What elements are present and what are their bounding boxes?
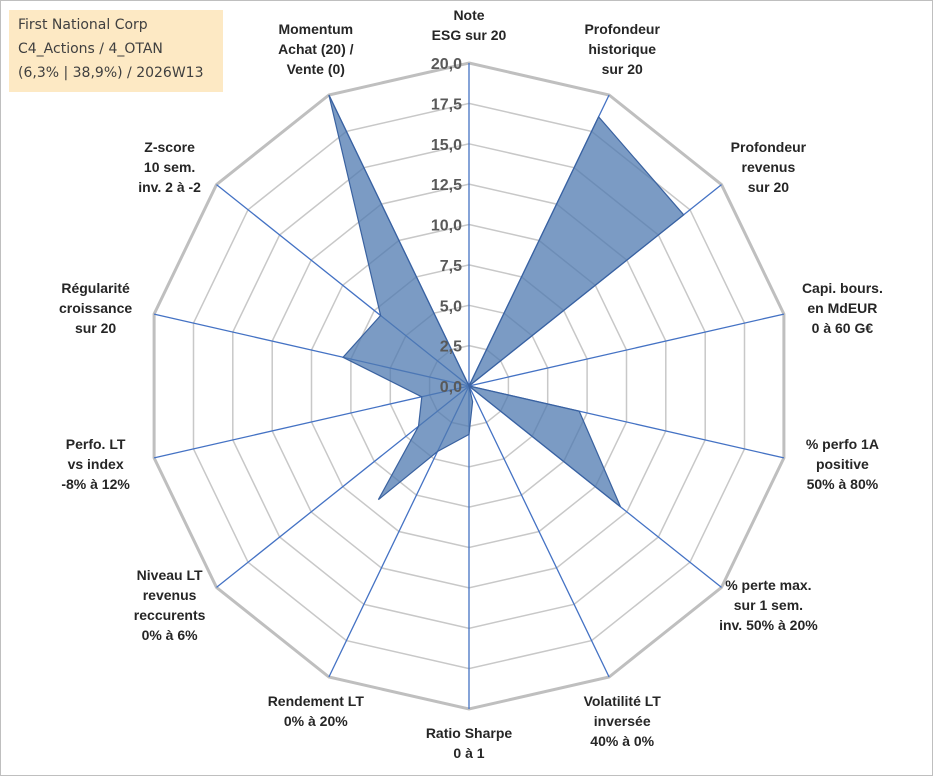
tick-label: 20,0	[431, 56, 462, 73]
axis-label-line: 0 à 60 G€	[812, 320, 874, 336]
axis-label-line: Perfo. LT	[66, 436, 126, 452]
tick-label: 5,0	[440, 298, 462, 315]
axis-label-line: Z-score	[144, 139, 195, 155]
axis-label-line: Niveau LT	[137, 567, 203, 583]
axis-label-line: Vente (0)	[287, 61, 345, 77]
axis-label-line: sur 20	[75, 320, 116, 336]
radar-spoke	[468, 385, 610, 678]
radar-series-area	[328, 94, 685, 508]
axis-label-line: Capi. bours.	[802, 280, 883, 296]
axis-label-line: Ratio Sharpe	[426, 725, 513, 741]
tick-label: 10,0	[431, 218, 462, 235]
radar-spoke	[153, 385, 470, 459]
axis-label: Volatilité LT inversée 40% à 0%	[584, 693, 662, 749]
axis-label-line: 0 à 1	[453, 745, 484, 761]
axis-label-line: vs index	[68, 456, 124, 472]
axis-label-line: 50% à 80%	[807, 476, 879, 492]
tick-label: 15,0	[431, 137, 462, 154]
radar-spoke	[468, 313, 785, 387]
axis-label: Niveau LT revenus reccurents 0% à 6%	[134, 567, 206, 643]
axis-label: % perfo 1A positive 50% à 80%	[806, 436, 879, 492]
axis-label-line: % perte max.	[725, 577, 811, 593]
axis-label-line: historique	[588, 41, 656, 57]
axis-label: Perfo. LT vs index -8% à 12%	[61, 436, 130, 492]
axis-label-line: revenus	[742, 159, 796, 175]
axis-label-line: Volatilité LT	[584, 693, 662, 709]
axis-label: Ratio Sharpe 0 à 1	[426, 725, 513, 761]
radar-axis-labels: Note ESG sur 20 Profondeur historique sur 20…	[59, 7, 883, 761]
axis-label: Rendement LT 0% à 20%	[268, 693, 365, 729]
axis-label: Régularité croissance sur 20	[59, 280, 132, 336]
axis-label-line: revenus	[143, 587, 197, 603]
axis-label-line: -8% à 12%	[61, 476, 130, 492]
axis-label-line: inversée	[594, 713, 651, 729]
axis-label-line: % perfo 1A	[806, 436, 879, 452]
axis-label: Note ESG sur 20	[432, 7, 507, 43]
axis-label: Capi. bours. en MdEUR 0 à 60 G€	[802, 280, 883, 336]
tick-label: 2,5	[440, 339, 462, 356]
axis-label-line: inv. 50% à 20%	[719, 617, 818, 633]
axis-label-line: Profondeur	[584, 21, 660, 37]
stats-line: (6,3% | 38,9%) / 2026W13	[18, 65, 204, 81]
axis-label-line: reccurents	[134, 607, 206, 623]
axis-label-line: en MdEUR	[807, 300, 877, 316]
axis-label-line: 10 sem.	[144, 159, 195, 175]
company-name: First National Corp	[18, 17, 148, 33]
axis-label: Z-score 10 sem. inv. 2 à -2	[138, 139, 201, 195]
category-line: C4_Actions / 4_OTAN	[18, 41, 163, 57]
tick-label: 0,0	[440, 379, 462, 396]
axis-label: Momentum Achat (20) / Vente (0)	[278, 21, 354, 77]
tick-label: 12,5	[431, 177, 462, 194]
tick-label: 7,5	[440, 258, 462, 275]
axis-label-line: Momentum	[278, 21, 353, 37]
axis-label-line: sur 20	[748, 179, 789, 195]
axis-label-line: Rendement LT	[268, 693, 365, 709]
axis-label-line: positive	[816, 456, 869, 472]
radar-tick-labels: 0,0 2,5 5,0 7,5 10,0 12,5 15,0 17,5 20,0	[431, 56, 462, 396]
axis-label-line: 0% à 6%	[142, 627, 199, 643]
axis-label-line: ESG sur 20	[432, 27, 507, 43]
axis-label-line: 0% à 20%	[284, 713, 348, 729]
radar-series	[328, 94, 685, 508]
axis-label: Profondeur historique sur 20	[584, 21, 660, 77]
info-box: First National Corp C4_Actions / 4_OTAN …	[9, 10, 223, 92]
axis-label-line: Achat (20) /	[278, 41, 354, 57]
axis-label-line: sur 1 sem.	[734, 597, 803, 613]
axis-label-line: sur 20	[602, 61, 643, 77]
axis-label-line: 40% à 0%	[590, 733, 654, 749]
axis-label-line: inv. 2 à -2	[138, 179, 201, 195]
axis-label: % perte max. sur 1 sem. inv. 50% à 20%	[719, 577, 818, 633]
tick-label: 17,5	[431, 96, 462, 113]
axis-label-line: Régularité	[61, 280, 130, 296]
axis-label: Profondeur revenus sur 20	[731, 139, 807, 195]
axis-label-line: Note	[453, 7, 484, 23]
axis-label-line: croissance	[59, 300, 132, 316]
axis-label-line: Profondeur	[731, 139, 807, 155]
